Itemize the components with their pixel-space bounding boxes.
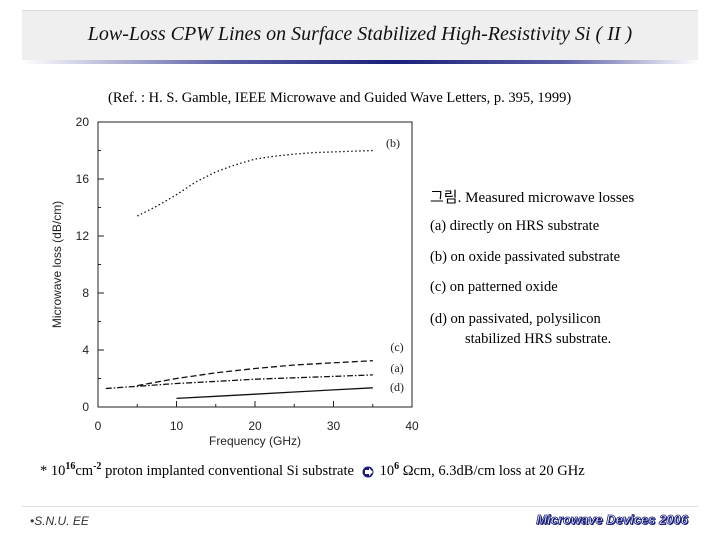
- caption-title: 그림. Measured microwave losses: [430, 186, 634, 207]
- y-tick-label: 0: [82, 400, 89, 414]
- series-line-d: [176, 387, 373, 400]
- arrow-right-icon: [362, 466, 374, 477]
- series-line-b: [137, 149, 373, 217]
- caption-item-d-continued: stabilized HRS substrate.: [465, 331, 612, 347]
- caption-item-c: (c) on patterned oxide: [430, 279, 558, 295]
- chart-axes: [97, 121, 413, 408]
- footer-left: •S.N.U. EE: [30, 514, 89, 528]
- title-underline: [22, 60, 698, 64]
- chart-ticks: 0 10 20 30 40 0 4 8 12 16 20: [76, 115, 419, 433]
- note-prefix: * 10: [40, 462, 66, 479]
- series-line-c: [137, 360, 373, 387]
- caption-title-korean: 그림: [430, 188, 458, 206]
- x-axis-label: Frequency (GHz): [209, 434, 301, 448]
- note-exp3: 6: [394, 461, 400, 472]
- caption-item-b: (b) on oxide passivated substrate: [430, 249, 621, 265]
- note-exp1: 16: [65, 461, 76, 472]
- series-line-a: [105, 374, 373, 390]
- x-tick-label: 30: [327, 419, 341, 433]
- slide-title: Low-Loss CPW Lines on Surface Stabilized…: [87, 23, 633, 45]
- footer-divider: [22, 506, 698, 507]
- loss-chart: 0 10 20 30 40 0 4 8 12 16 20 (b) (c) (a) (d) Frequency…: [50, 115, 419, 448]
- note-exp2: -2: [93, 461, 102, 472]
- caption-item-a: (a) directly on HRS substrate: [430, 218, 600, 234]
- caption-title-rest: . Measured microwave losses: [457, 190, 635, 206]
- note-mid2: proton implanted conventional Si substra…: [101, 462, 358, 479]
- x-tick-label: 20: [248, 419, 262, 433]
- y-tick-label: 4: [82, 343, 89, 357]
- y-tick-label: 8: [82, 286, 89, 300]
- title-bar: Low-Loss CPW Lines on Surface Stabilized…: [22, 10, 698, 61]
- reference-text: (Ref. : H. S. Gamble, IEEE Microwave and…: [108, 90, 572, 106]
- series-label-d: (d): [390, 380, 404, 394]
- chart-labels: (b) (c) (a) (d) Frequency (GHz) Microwave los…: [50, 136, 404, 448]
- y-tick-label: 16: [76, 172, 90, 186]
- note-mid1: cm: [75, 462, 94, 479]
- x-tick-label: 10: [170, 419, 184, 433]
- note-result-rest: Ωcm, 6.3dB/cm loss at 20 GHz: [399, 462, 585, 479]
- y-tick-label: 20: [76, 115, 90, 129]
- chart-series: [105, 149, 373, 400]
- footer-right: Microwave Devices 2006: [536, 512, 689, 528]
- plot-frame: [97, 121, 413, 408]
- series-label-c: (c): [390, 340, 403, 354]
- x-tick-label: 0: [95, 419, 102, 433]
- x-tick-label: 40: [405, 419, 419, 433]
- y-axis-label: Microwave loss (dB/cm): [50, 201, 64, 328]
- y-tick-label: 12: [76, 229, 90, 243]
- note-result-prefix: 10: [379, 462, 395, 479]
- caption-item-d: (d) on passivated, polysilicon: [430, 311, 601, 327]
- series-label-a: (a): [390, 361, 403, 375]
- series-label-b: (b): [386, 136, 400, 150]
- footnote: * 1016cm-2 proton implanted conventional…: [40, 461, 585, 480]
